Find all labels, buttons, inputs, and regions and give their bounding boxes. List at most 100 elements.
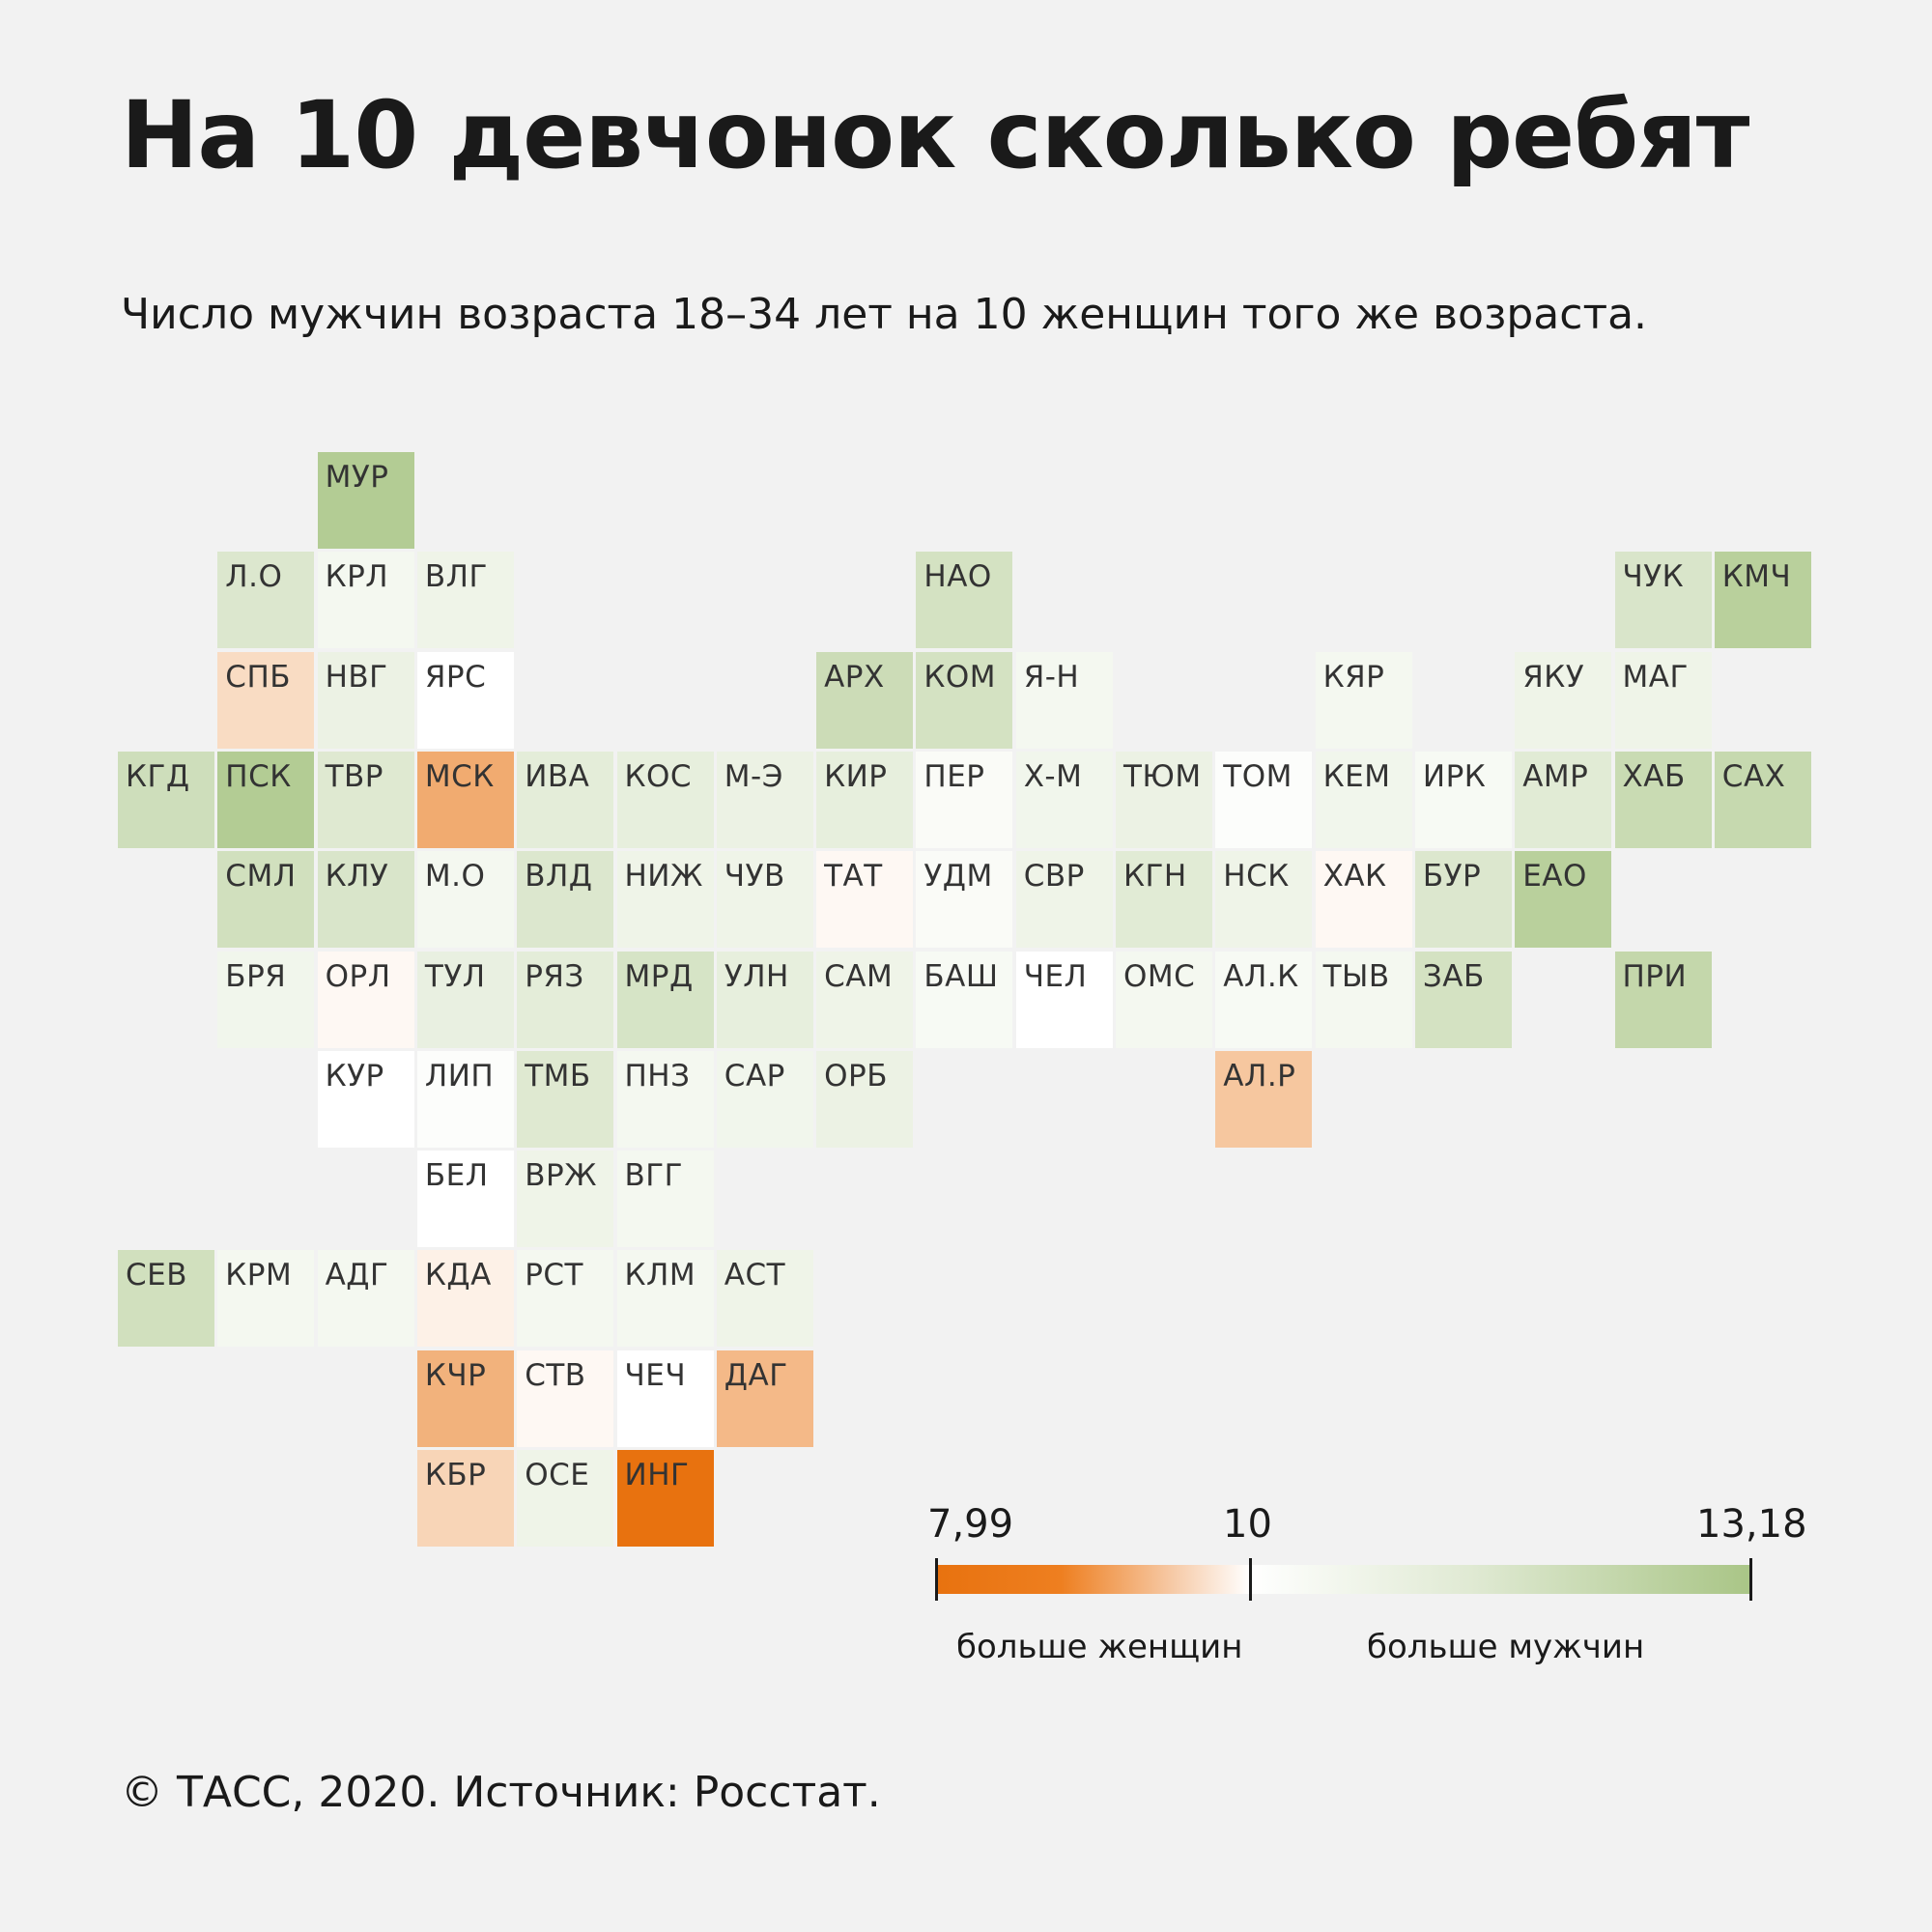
region-label: СПБ: [225, 659, 292, 695]
region-tile: КДА: [416, 1250, 514, 1348]
region-label: КОС: [624, 758, 693, 794]
region-label: ВРЖ: [525, 1158, 598, 1194]
region-tile: Я-Н: [1015, 651, 1113, 749]
region-tile: КИР: [816, 751, 914, 848]
legend-tick-max: [1749, 1558, 1752, 1601]
region-label: ЧУК: [1622, 559, 1685, 595]
region-tile: МУР: [317, 452, 414, 549]
region-tile: АМР: [1515, 751, 1612, 848]
region-tile: ЧУВ: [716, 851, 813, 949]
region-label: ЕАО: [1522, 859, 1587, 895]
region-label: КБР: [424, 1458, 487, 1492]
region-tile: ИНГ: [616, 1450, 714, 1547]
region-tile: ОСЕ: [517, 1450, 614, 1547]
region-tile: УЛН: [716, 951, 813, 1048]
region-tile: ВРЖ: [517, 1151, 614, 1248]
region-tile: АЛ.К: [1215, 951, 1313, 1048]
region-label: КМЧ: [1721, 559, 1792, 595]
region-tile: ДАГ: [716, 1350, 813, 1447]
legend-min-label: 7,99: [927, 1502, 1014, 1547]
region-tile: РСТ: [517, 1250, 614, 1348]
region-label: ЧУВ: [724, 859, 785, 895]
region-tile: СТВ: [517, 1350, 614, 1447]
region-label: ХАК: [1322, 859, 1387, 895]
legend-mid-label: 10: [1223, 1502, 1272, 1547]
region-label: НВГ: [325, 659, 388, 695]
region-label: ЧЕЧ: [624, 1357, 687, 1393]
region-tile: КБР: [416, 1450, 514, 1547]
region-tile: ИРК: [1414, 751, 1512, 848]
region-tile: ИВА: [517, 751, 614, 848]
region-label: ПРИ: [1622, 958, 1688, 994]
region-label: МСК: [424, 758, 495, 794]
region-label: ИНГ: [624, 1458, 690, 1492]
region-label: ТМБ: [525, 1058, 591, 1094]
region-label: ЯРС: [424, 659, 487, 695]
region-label: СВР: [1023, 859, 1085, 895]
region-label: МРД: [624, 958, 694, 994]
region-label: СЕВ: [126, 1258, 187, 1293]
region-label: КГД: [126, 758, 190, 794]
region-tile: ВГГ: [616, 1151, 714, 1248]
legend-women-label: больше женщин: [956, 1628, 1243, 1666]
region-tile: ТАТ: [816, 851, 914, 949]
region-tile: ЯКУ: [1515, 651, 1612, 749]
region-tile: ЗАБ: [1414, 951, 1512, 1048]
region-tile: ОРБ: [816, 1050, 914, 1148]
region-label: КОМ: [923, 659, 997, 695]
region-label: АМР: [1522, 758, 1589, 794]
region-tile: ХАБ: [1614, 751, 1712, 848]
region-tile: НСК: [1215, 851, 1313, 949]
chart-title: На 10 девчонок сколько ребят: [121, 81, 1749, 189]
region-label: БРЯ: [225, 958, 287, 994]
region-label: МАГ: [1622, 659, 1689, 695]
region-label: СТВ: [525, 1357, 586, 1393]
region-tile: М-Э: [716, 751, 813, 848]
region-label: КЛУ: [325, 859, 389, 895]
region-tile: КГД: [118, 751, 214, 848]
region-label: ПНЗ: [624, 1058, 691, 1094]
region-label: М.О: [424, 859, 486, 895]
region-tile: МАГ: [1614, 651, 1712, 749]
region-tile: САХ: [1714, 751, 1811, 848]
region-tile: БЕЛ: [416, 1151, 514, 1248]
region-label: ИВА: [525, 758, 590, 794]
region-label: КДА: [424, 1258, 492, 1293]
region-tile: КЧР: [416, 1350, 514, 1447]
region-tile: УДМ: [916, 851, 1013, 949]
region-label: ВГГ: [624, 1158, 684, 1194]
region-label: ОРЛ: [325, 958, 391, 994]
legend-gradient-women: [935, 1565, 1250, 1594]
region-label: ДАГ: [724, 1357, 788, 1393]
region-tile: КЕМ: [1315, 751, 1412, 848]
region-label: ИРК: [1422, 758, 1487, 794]
region-label: СМЛ: [225, 859, 297, 895]
region-label: КИР: [824, 758, 888, 794]
region-label: АЛ.К: [1223, 958, 1299, 994]
region-label: УЛН: [724, 958, 789, 994]
region-tile: ТВР: [317, 751, 414, 848]
region-tile: ОМС: [1116, 951, 1212, 1048]
region-tile: ПНЗ: [616, 1050, 714, 1148]
region-label: АСТ: [724, 1258, 786, 1293]
region-label: ЧЕЛ: [1023, 958, 1088, 994]
region-label: ВЛД: [525, 859, 593, 895]
region-tile: КОМ: [916, 651, 1013, 749]
region-tile: МРД: [616, 951, 714, 1048]
region-label: НИЖ: [624, 859, 703, 895]
region-label: ТЮМ: [1123, 758, 1202, 794]
region-label: АЛ.Р: [1223, 1058, 1296, 1094]
region-label: БУР: [1422, 859, 1482, 895]
region-label: КЕМ: [1322, 758, 1391, 794]
region-label: САР: [724, 1058, 785, 1094]
region-label: АРХ: [824, 659, 885, 695]
region-label: ТЫВ: [1322, 958, 1390, 994]
region-tile: КУР: [317, 1050, 414, 1148]
region-label: УДМ: [923, 859, 993, 895]
region-tile: АДГ: [317, 1250, 414, 1348]
region-label: Я-Н: [1023, 659, 1080, 695]
region-tile: НИЖ: [616, 851, 714, 949]
region-label: НСК: [1223, 859, 1290, 895]
region-tile: СЕВ: [118, 1250, 214, 1348]
region-tile: ЧЕЧ: [616, 1350, 714, 1447]
